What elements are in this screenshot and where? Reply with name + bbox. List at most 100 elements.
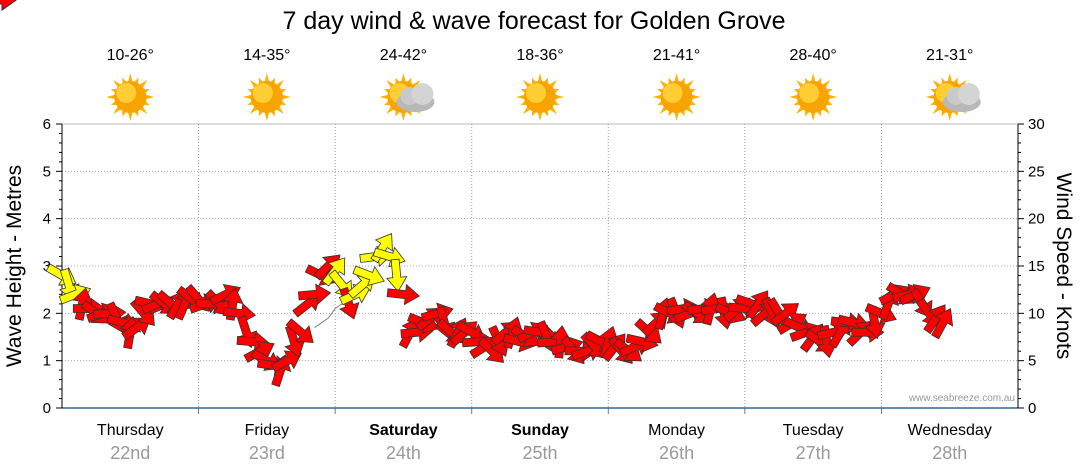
wind-arrow bbox=[770, 303, 800, 327]
sun-ray bbox=[691, 94, 701, 100]
sun-highlight bbox=[799, 83, 820, 103]
sun-ray bbox=[106, 94, 116, 100]
wind-arrow bbox=[931, 308, 954, 340]
wind-arrow-shape bbox=[352, 265, 385, 287]
sun-ray bbox=[401, 73, 406, 83]
day-name-label: Monday bbox=[648, 422, 705, 439]
left-tick-label: 1 bbox=[43, 353, 51, 370]
sun-ray bbox=[242, 94, 253, 100]
partly-cloudy-icon bbox=[925, 73, 981, 121]
sun-ray bbox=[537, 73, 543, 83]
right-axis: 0 5 10 15 20 25 30 bbox=[1017, 116, 1045, 417]
sun-ray bbox=[810, 73, 816, 83]
sunny-icon bbox=[652, 73, 701, 121]
sun-ray bbox=[674, 111, 679, 121]
wind-arrow bbox=[297, 283, 332, 305]
wind-arrow-shape bbox=[284, 324, 305, 358]
sun-ray bbox=[516, 94, 526, 100]
sun-ray bbox=[379, 94, 389, 100]
wind-arrow bbox=[121, 317, 151, 341]
wind-arrow-shape bbox=[222, 302, 257, 325]
right-tick-label: 5 bbox=[1028, 353, 1036, 370]
wave-height-series bbox=[314, 303, 343, 328]
sun-ray bbox=[264, 73, 270, 83]
sunny-icon bbox=[106, 73, 155, 121]
right-tick-label: 0 bbox=[1028, 400, 1036, 417]
wind-arrow-shape bbox=[270, 350, 303, 373]
wind-arrow-shape bbox=[386, 283, 421, 306]
wind-arrow bbox=[386, 283, 421, 306]
sun-highlight bbox=[252, 83, 273, 103]
sun-ray bbox=[554, 94, 564, 100]
sun-ray bbox=[810, 111, 816, 121]
wind-arrow bbox=[0, 0, 17, 11]
wave-height-line bbox=[314, 303, 343, 328]
sun-ray bbox=[127, 111, 133, 121]
wind-arrow bbox=[284, 324, 305, 358]
wind-arrow bbox=[386, 258, 408, 293]
left-tick-label: 0 bbox=[43, 400, 51, 417]
sun-ray bbox=[145, 94, 155, 100]
day-date-label: 24th bbox=[386, 443, 421, 463]
day-labels: Thursday 22nd Friday 23rd Saturday 24th Sunday… bbox=[97, 422, 992, 463]
sun-ray bbox=[789, 94, 799, 100]
right-tick-label: 30 bbox=[1028, 116, 1045, 133]
sun-ray bbox=[264, 111, 270, 121]
right-tick-label: 10 bbox=[1028, 305, 1045, 322]
day-date-label: 26th bbox=[659, 443, 694, 463]
right-tick-label: 25 bbox=[1028, 163, 1045, 180]
sun-ray bbox=[401, 111, 406, 121]
day-date-label: 25th bbox=[522, 443, 557, 463]
wind-arrow bbox=[285, 318, 314, 344]
day-name-label: Tuesday bbox=[783, 422, 844, 439]
day-name-label: Thursday bbox=[97, 422, 164, 439]
sun-ray bbox=[925, 94, 935, 100]
sun-ray bbox=[537, 111, 543, 121]
left-axis-title: Wave Height - Metres bbox=[3, 165, 26, 367]
right-axis-title: Wind Speed - Knots bbox=[1052, 173, 1075, 360]
wind-arrow bbox=[270, 350, 303, 373]
wind-arrow bbox=[222, 302, 257, 325]
day-name-label: Friday bbox=[245, 422, 289, 439]
day-date-label: 27th bbox=[796, 443, 831, 463]
temperature-range: 21-41° bbox=[653, 47, 700, 64]
grid-lines bbox=[61, 123, 1019, 414]
cloud-puff bbox=[411, 83, 434, 105]
credit-text: www.seabreeze.com.au bbox=[908, 393, 1015, 404]
sun-ray bbox=[652, 94, 662, 100]
wind-arrows-series bbox=[0, 0, 954, 388]
sun-ray bbox=[674, 73, 679, 83]
sun-ray bbox=[827, 94, 838, 100]
day-date-label: 22nd bbox=[110, 443, 150, 463]
temperature-range: 14-35° bbox=[243, 47, 290, 64]
weather-row: 10-26° 14-35° 24-42° 18-36° 21-41° 28-40° 21-3… bbox=[106, 47, 981, 121]
wind-arrow-shape bbox=[121, 317, 151, 341]
sunny-icon bbox=[516, 73, 564, 121]
day-name-label: Saturday bbox=[369, 422, 438, 439]
left-tick-label: 5 bbox=[43, 163, 51, 180]
day-name-label: Sunday bbox=[511, 422, 569, 439]
cloud-puff bbox=[957, 83, 980, 105]
left-tick-label: 3 bbox=[43, 258, 51, 275]
sun-highlight bbox=[116, 83, 137, 103]
right-tick-label: 20 bbox=[1028, 211, 1045, 228]
wind-arrow-shape bbox=[297, 283, 332, 305]
sun-highlight bbox=[662, 83, 683, 103]
wind-arrow-shape bbox=[285, 318, 314, 344]
left-tick-label: 4 bbox=[43, 211, 51, 228]
wind-arrow-shape bbox=[0, 0, 17, 11]
temperature-range: 18-36° bbox=[516, 47, 563, 64]
wind-arrow-shape bbox=[931, 308, 954, 340]
sun-ray bbox=[127, 73, 133, 83]
temperature-range: 21-31° bbox=[926, 47, 973, 64]
wind-arrow-shape bbox=[386, 258, 408, 293]
right-tick-label: 15 bbox=[1028, 258, 1045, 275]
sunny-icon bbox=[789, 73, 838, 121]
left-tick-label: 2 bbox=[43, 305, 51, 322]
left-tick-label: 6 bbox=[43, 116, 51, 133]
temperature-range: 24-42° bbox=[380, 47, 427, 64]
temperature-range: 28-40° bbox=[789, 47, 836, 64]
sun-ray bbox=[947, 111, 953, 121]
wind-arrow bbox=[352, 265, 385, 287]
